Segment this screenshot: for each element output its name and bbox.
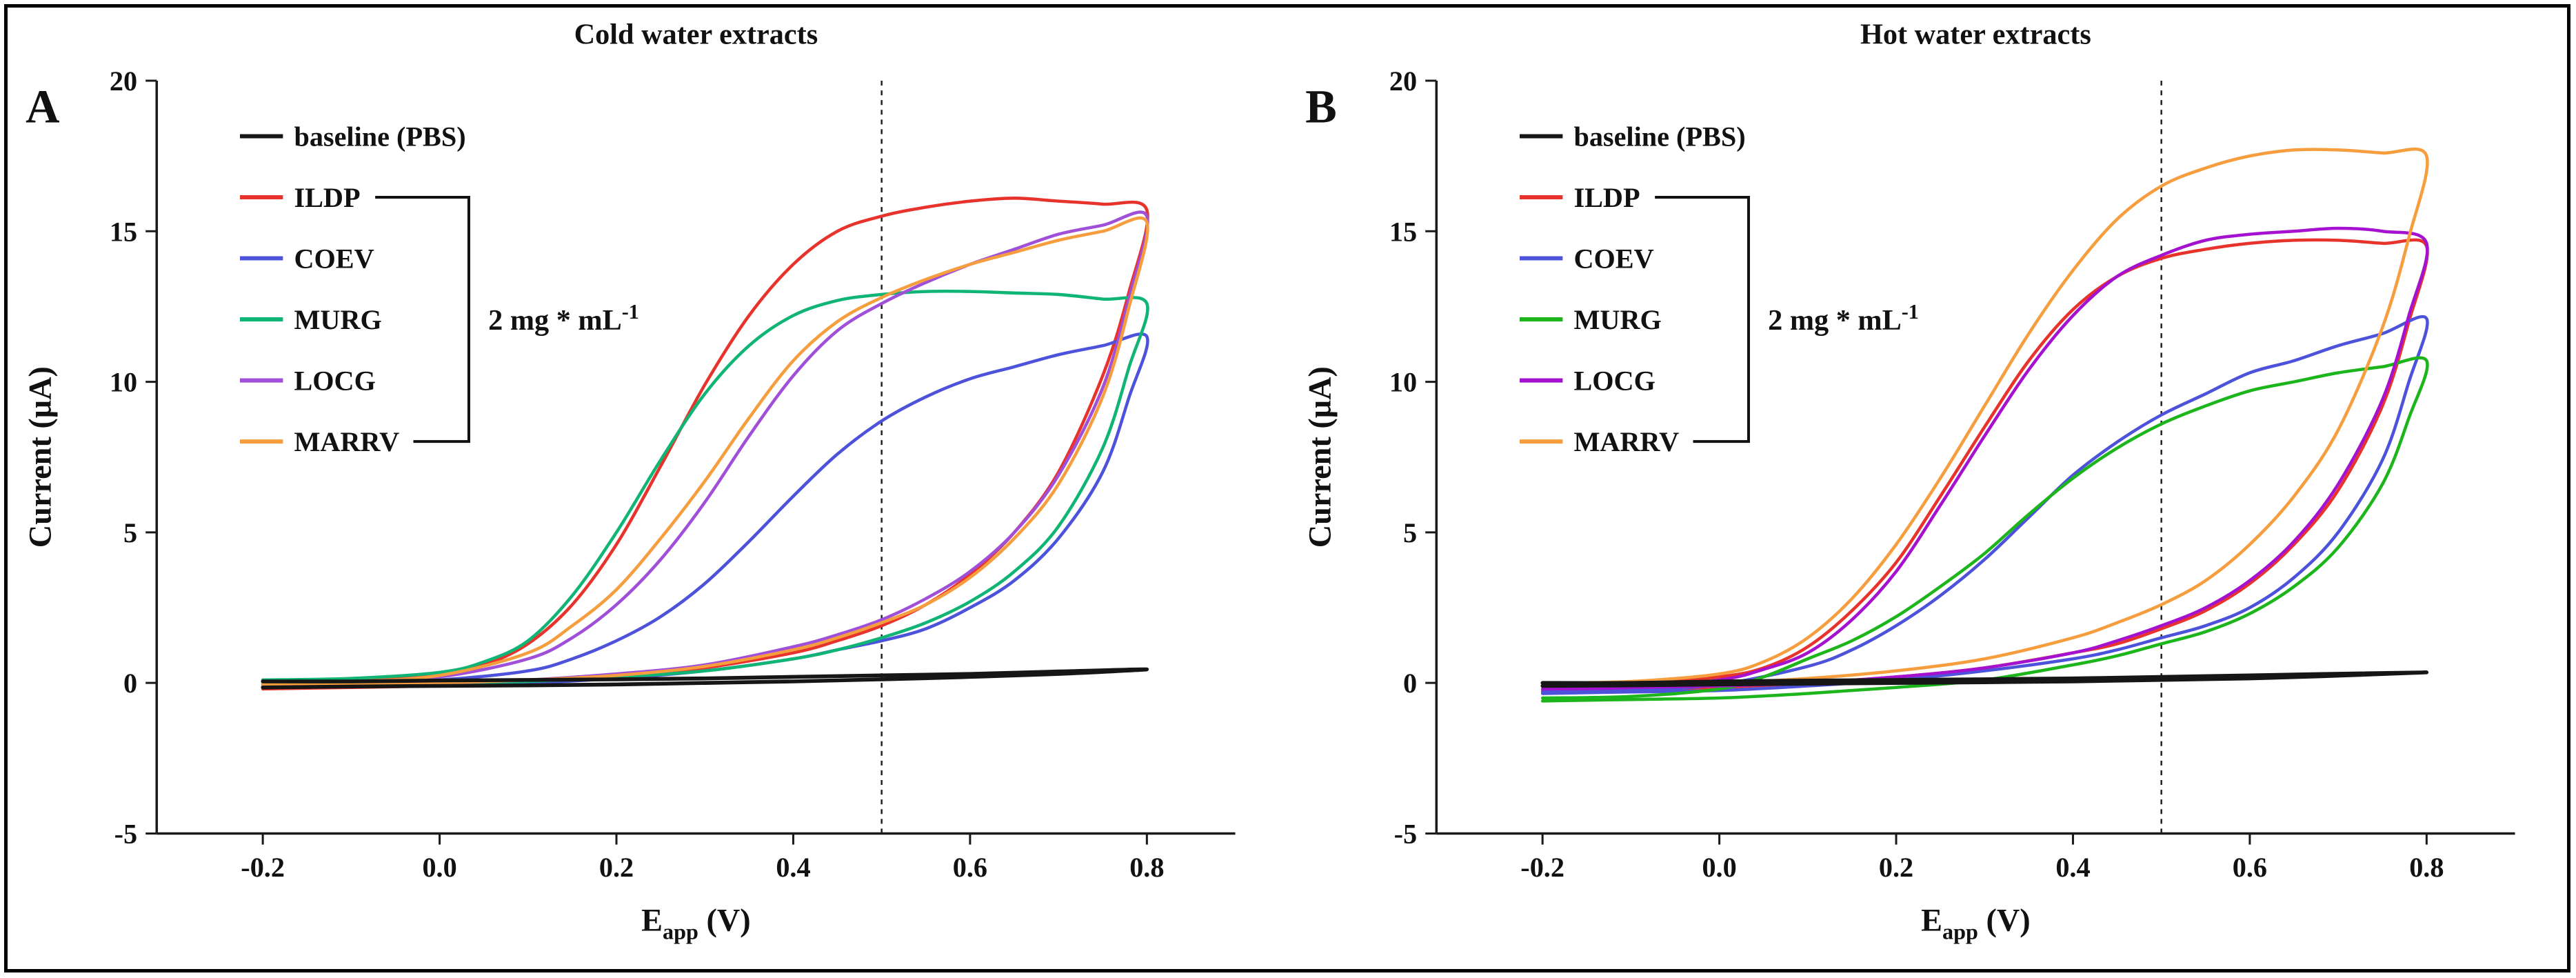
- legend-label: LOCG: [294, 366, 375, 397]
- x-tick-label: 0.8: [2409, 852, 2444, 883]
- legend-item-ildp: ILDP: [1519, 182, 1640, 213]
- legend-item-marrv: MARRV: [239, 426, 399, 457]
- y-axis-title: Current (μA): [1302, 366, 1338, 548]
- y-tick-label: -5: [1394, 819, 1418, 850]
- legend-item-locg: LOCG: [239, 366, 376, 397]
- x-tick-label: -0.2: [241, 852, 285, 883]
- series-curve-marrv: [1540, 147, 2429, 688]
- panel-label: B: [1305, 80, 1337, 132]
- y-tick-label: 0: [123, 668, 137, 699]
- y-tick-label: 5: [1403, 517, 1417, 548]
- legend-label: COEV: [1573, 243, 1653, 275]
- legend-label: COEV: [294, 243, 374, 275]
- legend-item-ildp: ILDP: [239, 182, 361, 213]
- legend-item-baseline-pbs-: baseline (PBS): [1519, 121, 1746, 152]
- series-curve-murg: [261, 289, 1149, 686]
- x-tick-label: 0.2: [1879, 852, 1913, 883]
- x-tick-label: 0.6: [953, 852, 987, 883]
- legend-bracket: [1655, 195, 1750, 443]
- series-curve-murg: [1540, 356, 2429, 703]
- panel-label: A: [26, 80, 59, 132]
- x-tick-label: 0.8: [1129, 852, 1164, 883]
- x-axis-title: Eapp (V): [1921, 903, 2031, 944]
- cv-plot-b: Hot water extracts B -0.2 0.0 0.2 0.4 0.6 0.8 -5…: [1302, 19, 2515, 944]
- legend-item-murg: MURG: [1519, 304, 1662, 335]
- series-curve-baseline-pbs-: [1540, 670, 2429, 688]
- concentration-annotation: 2 mg * mL-1: [488, 300, 639, 337]
- legend-item-coev: COEV: [1519, 243, 1654, 275]
- x-tick-label: 0.2: [599, 852, 634, 883]
- series-curve-ildp: [1540, 238, 2429, 692]
- y-axis-title: Current (μA): [23, 366, 58, 548]
- y-tick-label: 20: [1389, 66, 1417, 97]
- legend-label: baseline (PBS): [294, 121, 465, 152]
- legend-label: MARRV: [294, 426, 399, 457]
- chart-title: Cold water extracts: [574, 19, 818, 51]
- x-tick-label: 0.4: [2055, 852, 2090, 883]
- legend-label: ILDP: [294, 182, 360, 213]
- series-curve-marrv: [261, 216, 1149, 688]
- y-tick-label: 20: [110, 66, 137, 97]
- legend-label: LOCG: [1573, 366, 1655, 397]
- y-tick-label: 5: [123, 517, 137, 548]
- cv-plot-a: Cold water extracts A -0.2 0.0 0.2 0.4 0.6 0.8 -…: [23, 19, 1236, 944]
- legend-bracket: [375, 195, 470, 443]
- legend-item-locg: LOCG: [1519, 366, 1656, 397]
- series-curve-locg: [1540, 226, 2429, 691]
- legend-label: ILDP: [1573, 182, 1640, 213]
- y-tick-label: 15: [110, 216, 137, 247]
- chart-title: Hot water extracts: [1860, 19, 2091, 51]
- chart-panel-a: Cold water extracts A -0.2 0.0 0.2 0.4 0.6 0.8 -…: [8, 8, 1287, 969]
- legend-item-coev: COEV: [239, 243, 374, 275]
- y-tick-label: 0: [1403, 668, 1417, 699]
- series-curve-baseline-pbs-: [261, 667, 1149, 690]
- legend-label: MURG: [294, 304, 381, 335]
- x-tick-label: 0.0: [422, 852, 456, 883]
- y-tick-label: 10: [1389, 367, 1417, 398]
- y-tick-label: -5: [114, 819, 138, 850]
- x-tick-label: 0.0: [1702, 852, 1736, 883]
- chart-panel-b: Hot water extracts B -0.2 0.0 0.2 0.4 0.6 0.8 -5…: [1287, 8, 2567, 969]
- legend-label: baseline (PBS): [1573, 121, 1745, 152]
- y-tick-label: 10: [110, 367, 137, 398]
- legend-item-baseline-pbs-: baseline (PBS): [239, 121, 466, 152]
- legend-label: MURG: [1573, 304, 1661, 335]
- series-curve-coev: [1540, 315, 2429, 695]
- concentration-annotation: 2 mg * mL-1: [1768, 300, 1919, 337]
- legend-label: MARRV: [1573, 426, 1679, 457]
- x-tick-label: -0.2: [1520, 852, 1564, 883]
- figure-frame: Cold water extracts A -0.2 0.0 0.2 0.4 0.6 0.8 -…: [4, 4, 2570, 972]
- y-tick-label: 15: [1389, 216, 1417, 247]
- x-axis-title: Eapp (V): [641, 903, 751, 944]
- legend-item-murg: MURG: [239, 304, 382, 335]
- x-tick-label: 0.4: [776, 852, 810, 883]
- legend-item-marrv: MARRV: [1519, 426, 1679, 457]
- x-tick-label: 0.6: [2233, 852, 2267, 883]
